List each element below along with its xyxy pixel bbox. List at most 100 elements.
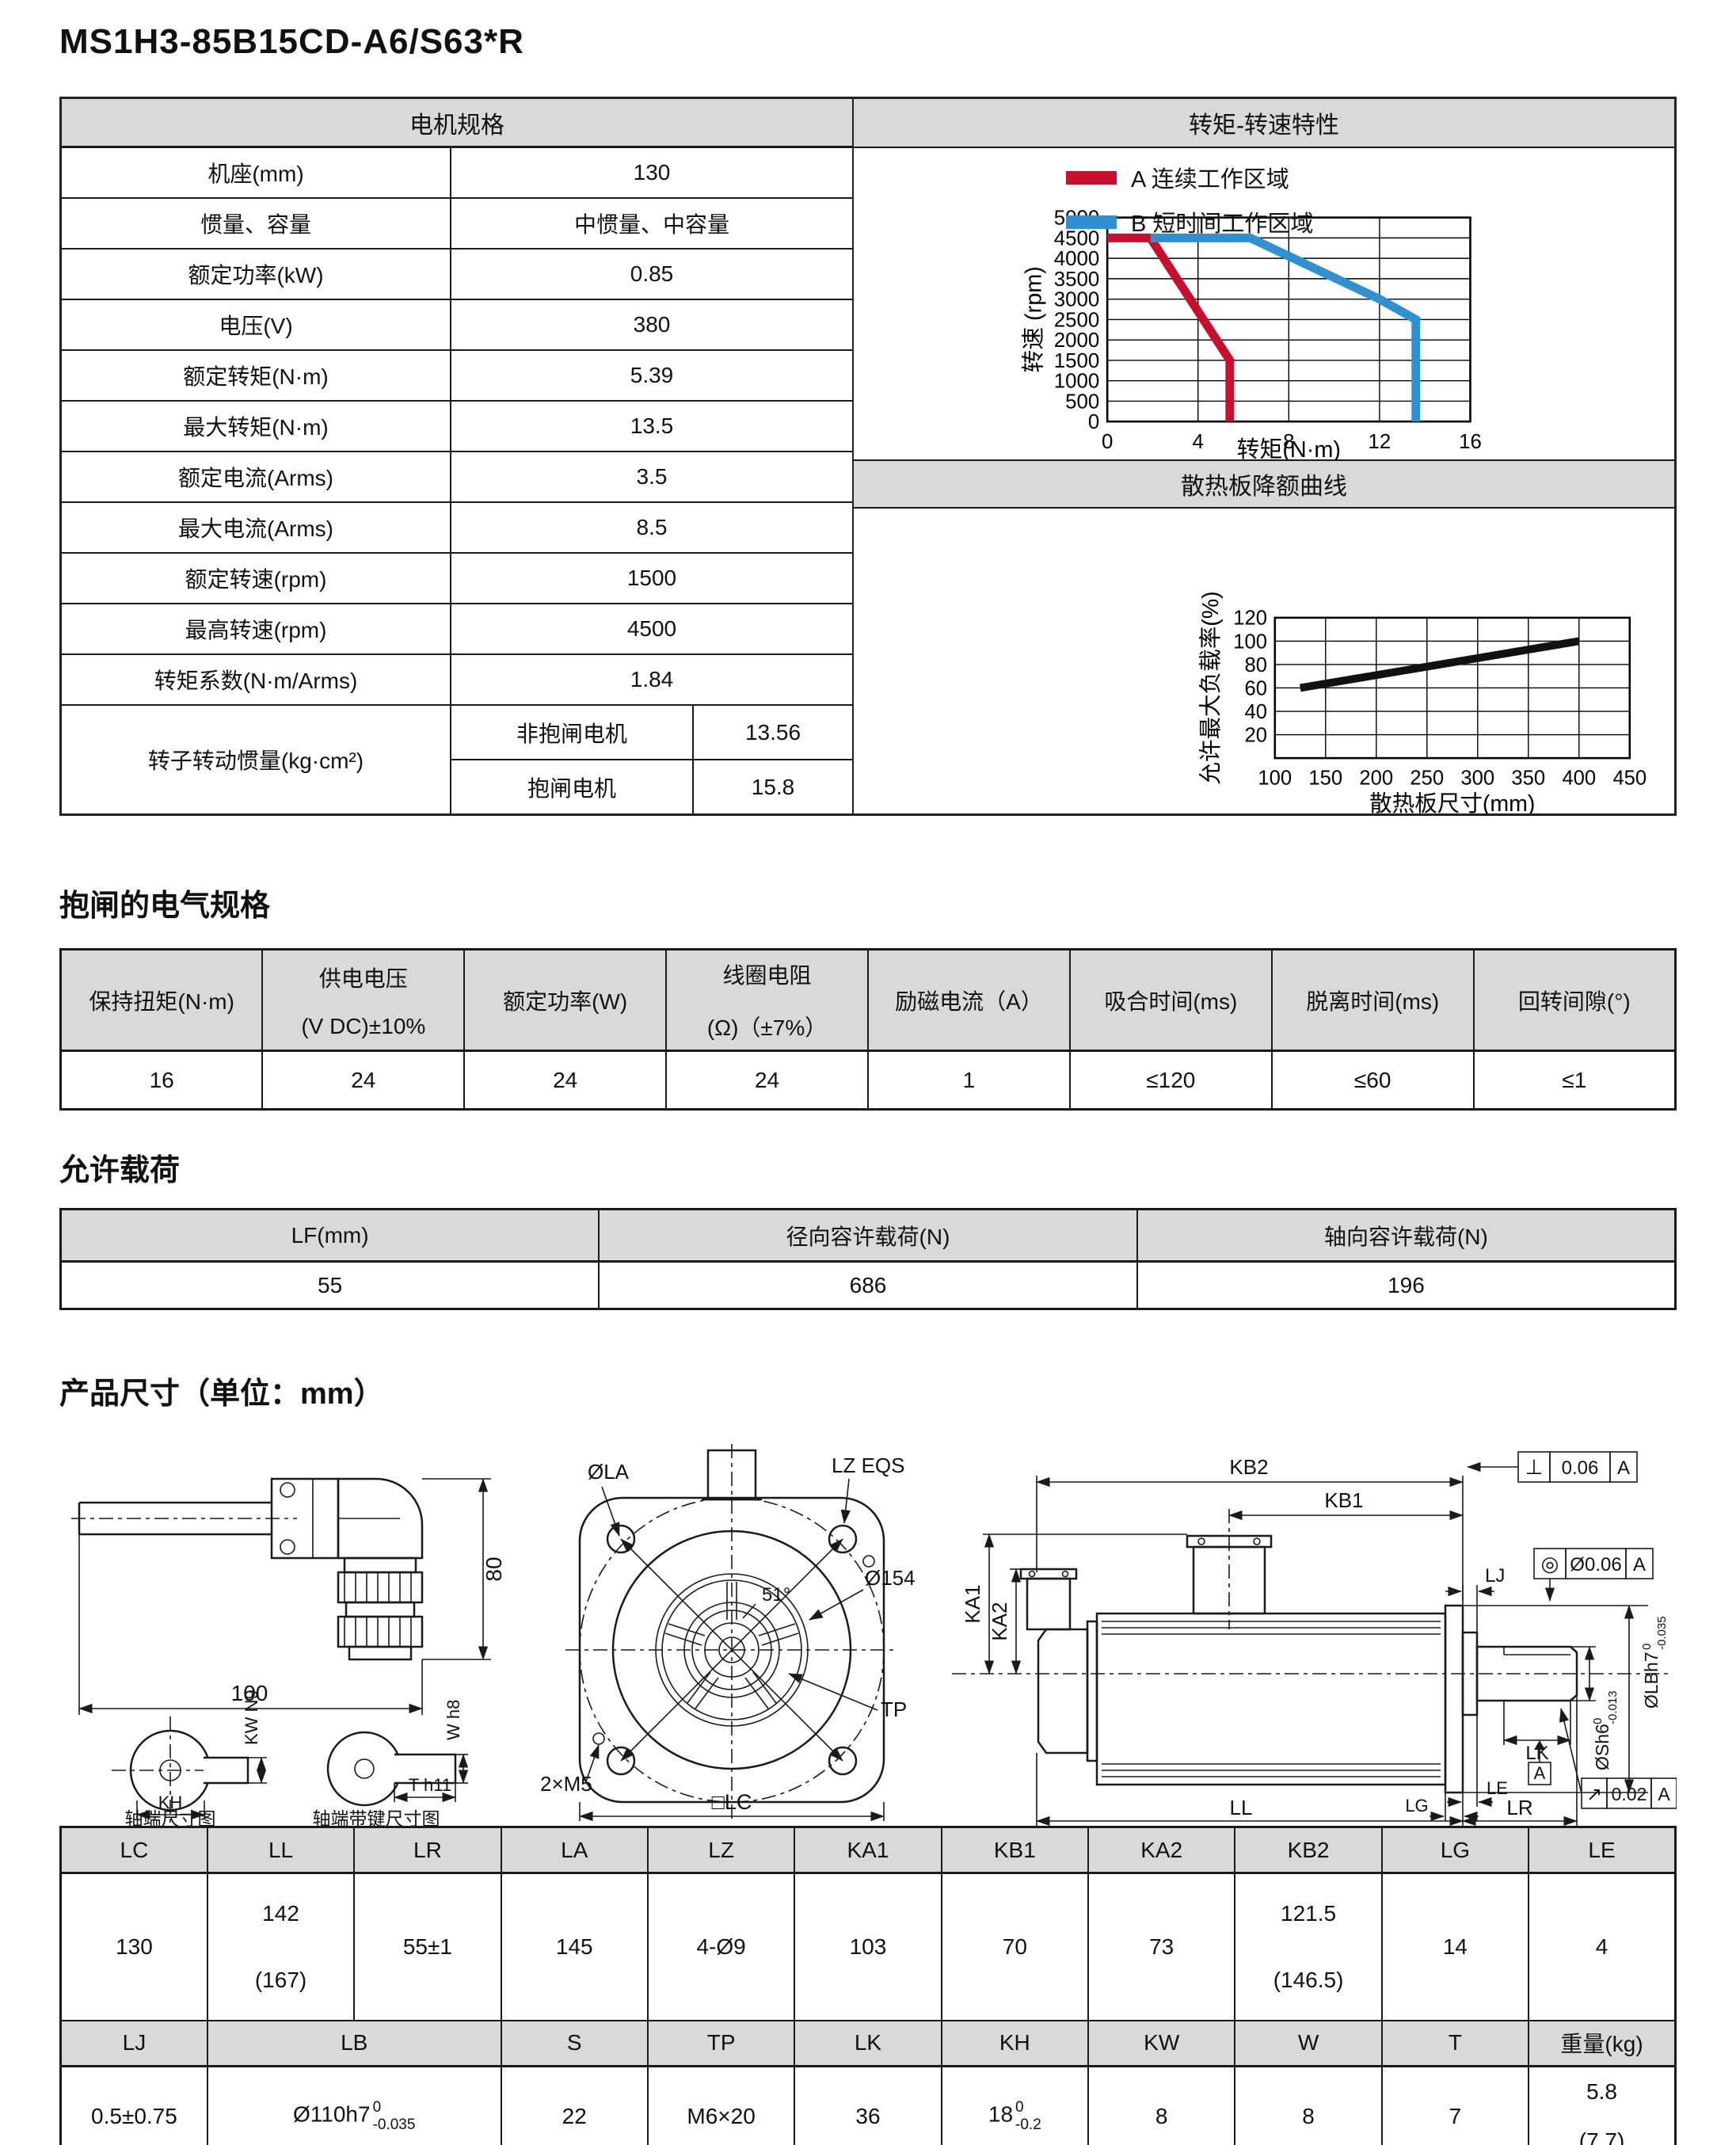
svg-text:400: 400: [1562, 768, 1596, 790]
connector-drawing: 80 100 KW N9 KH 轴端尺寸图: [71, 1477, 506, 1826]
motor-spec-table: 电机规格 机座(mm) 130 惯量、容量 中惯量、中容量 额定功率(kW) 0.85…: [62, 99, 854, 813]
t-label: T h11: [409, 1775, 451, 1795]
table-row: 55 686 196: [59, 1260, 1677, 1310]
dimensions-section-title: 产品尺寸（单位：mm）: [59, 1377, 384, 1411]
ka2-label: KA2: [988, 1602, 1011, 1640]
svg-text:3500: 3500: [1054, 269, 1100, 291]
svg-text:500: 500: [1065, 391, 1099, 413]
svg-text:2000: 2000: [1054, 330, 1100, 352]
svg-text:200: 200: [1359, 768, 1393, 790]
rotor-inertia-row: 转子转动惯量(kg·cm²) 非抱闸电机 13.56 抱闸电机 15.8: [62, 706, 852, 813]
dimension-drawings: 80 100 KW N9 KH 轴端尺寸图: [59, 1430, 1677, 1826]
svg-text:450: 450: [1612, 768, 1647, 790]
svg-text:100: 100: [1233, 631, 1267, 653]
svg-text:4: 4: [1193, 431, 1204, 453]
svg-text:Ø0.06: Ø0.06: [1570, 1554, 1621, 1575]
svg-text:150: 150: [1308, 768, 1342, 790]
tp-label: TP: [881, 1697, 907, 1721]
svg-text:0.06: 0.06: [1562, 1457, 1599, 1479]
svg-text:0: 0: [1591, 1718, 1605, 1724]
charts-column: 转矩-转速特性 A 连续工作区域 B 短时间工作区域 0 500 1000 1500 2…: [854, 99, 1674, 813]
svg-text:A: A: [1633, 1554, 1646, 1575]
legend-item-b: B 短时间工作区域: [1066, 205, 1313, 238]
table-row: 最大电流(Arms) 8.5: [62, 503, 852, 554]
legend-item-a: A 连续工作区域: [1066, 161, 1313, 194]
legend-swatch-blue: [1066, 215, 1117, 229]
dimension-table: LC LL LR LA LZ KA1 KB1 KA2 KB2 LG LE 130…: [59, 1826, 1677, 2145]
header-row: 保持扭矩(N·m) 供电电压 (V DC)±10% 额定功率(W) 线圈电阻 (Ω)…: [59, 948, 1677, 1052]
svg-text:0: 0: [1102, 431, 1113, 453]
table-row: 抱闸电机 15.8: [451, 760, 852, 813]
lj-label: LJ: [1485, 1565, 1505, 1587]
runout-icon: ↗: [1586, 1784, 1602, 1805]
dim-80-label: 80: [482, 1556, 506, 1581]
svg-text:散热板尺寸(mm): 散热板尺寸(mm): [1369, 791, 1535, 813]
concentricity-icon: ◎: [1541, 1552, 1559, 1575]
table-row: 额定转矩(N·m) 5.39: [62, 351, 852, 402]
header-row: LJ LB S TP LK KH KW W T 重量(kg): [59, 2019, 1677, 2067]
lz-label: LZ EQS: [832, 1453, 904, 1477]
svg-text:-0.035: -0.035: [1655, 1616, 1669, 1650]
svg-text:1000: 1000: [1054, 371, 1100, 393]
svg-text:2500: 2500: [1054, 309, 1100, 331]
ll-label: LL: [1230, 1796, 1253, 1819]
perpendicularity-icon: ⊥: [1525, 1455, 1544, 1479]
table-row: 0.5±0.75 Ø110h7 0 -0.035 22 M6×20 36 18 0 -0…: [59, 2065, 1677, 2145]
svg-text:4500: 4500: [1054, 227, 1100, 250]
svg-text:12: 12: [1369, 431, 1391, 453]
svg-text:转速 (rpm): 转速 (rpm): [1022, 266, 1047, 373]
table-row: 机座(mm) 130: [62, 148, 852, 199]
brake-section-title: 抱闸的电气规格: [59, 890, 271, 923]
d154-label: Ø154: [865, 1566, 916, 1590]
kb2-label: KB2: [1229, 1455, 1268, 1479]
svg-text:4000: 4000: [1054, 248, 1100, 270]
angle-label: 51°: [762, 1584, 790, 1606]
shaft-dia-label: ØSh6 0 -0.013: [1591, 1690, 1620, 1770]
header-row: LF(mm) 径向容许载荷(N) 轴向容许载荷(N): [59, 1208, 1677, 1263]
torque-speed-chart-area: A 连续工作区域 B 短时间工作区域 0 500 1000 1500 2000 2500 3…: [854, 148, 1674, 459]
svg-text:60: 60: [1244, 677, 1266, 699]
torque-speed-chart: 0500100015002000250030003500400045005000…: [1022, 208, 1482, 459]
legend-swatch-red: [1066, 170, 1117, 185]
svg-text:ØLBh7: ØLBh7: [1641, 1652, 1662, 1709]
svg-text:0.02: 0.02: [1612, 1784, 1647, 1804]
shaft-end-caption: 轴端尺寸图: [125, 1808, 216, 1826]
la-label: ØLA: [588, 1460, 630, 1484]
m5-label: 2×M5: [540, 1772, 592, 1796]
ka1-label: KA1: [961, 1584, 984, 1623]
table-row: 最高转速(rpm) 4500: [62, 604, 852, 655]
svg-text:350: 350: [1511, 768, 1545, 790]
kw-label: KW N9: [242, 1690, 261, 1745]
svg-text:-0.013: -0.013: [1606, 1690, 1620, 1724]
svg-text:120: 120: [1233, 608, 1267, 630]
datum-a-label: A: [1534, 1763, 1546, 1783]
table-row: 最大转矩(N·m) 13.5: [62, 402, 852, 452]
table-row: 130 142 (167) 55±1 145 4-Ø9 103 70 73 121…: [59, 1872, 1677, 2021]
table-row: 非抱闸电机 13.56: [451, 706, 852, 760]
torque-speed-panel-header: 转矩-转速特性: [854, 99, 1674, 148]
page-title: MS1H3-85B15CD-A6/S63*R: [59, 22, 524, 61]
svg-text:允许最大负载率(%): 允许最大负载率(%): [1198, 591, 1224, 784]
table-row: 16 24 24 24 1 ≤120 ≤60 ≤1: [59, 1050, 1677, 1111]
table-row: 额定功率(kW) 0.85: [62, 250, 852, 300]
load-section-title: 允许载荷: [59, 1154, 181, 1187]
kb1-label: KB1: [1324, 1488, 1363, 1512]
chart-legend: A 连续工作区域 B 短时间工作区域: [1066, 161, 1313, 238]
table-row: 额定电流(Arms) 3.5: [62, 452, 852, 503]
allowed-load-table: LF(mm) 径向容许载荷(N) 轴向容许载荷(N) 55 686 196: [59, 1208, 1677, 1310]
svg-text:8: 8: [1283, 431, 1294, 453]
derating-chart-area: 20 40 60 80 100 120 100 150 200 250 300 350 400 450 散热…: [854, 509, 1674, 813]
table-row: 额定转速(rpm) 1500: [62, 554, 852, 604]
le-label: LE: [1487, 1778, 1508, 1798]
svg-text:A: A: [1617, 1457, 1630, 1479]
svg-text:100: 100: [1258, 768, 1292, 790]
table-row: 惯量、容量 中惯量、中容量: [62, 199, 852, 250]
svg-text:转矩(N·m): 转矩(N·m): [1237, 437, 1341, 459]
svg-text:16: 16: [1459, 431, 1482, 453]
svg-text:40: 40: [1244, 701, 1266, 723]
svg-text:ØSh6: ØSh6: [1592, 1724, 1612, 1770]
front-view-drawing: ØLA LZ EQS Ø154 51° TP 2×M5 □LC: [540, 1444, 916, 1822]
svg-text:80: 80: [1244, 654, 1266, 676]
lg-label: LG: [1405, 1796, 1428, 1815]
